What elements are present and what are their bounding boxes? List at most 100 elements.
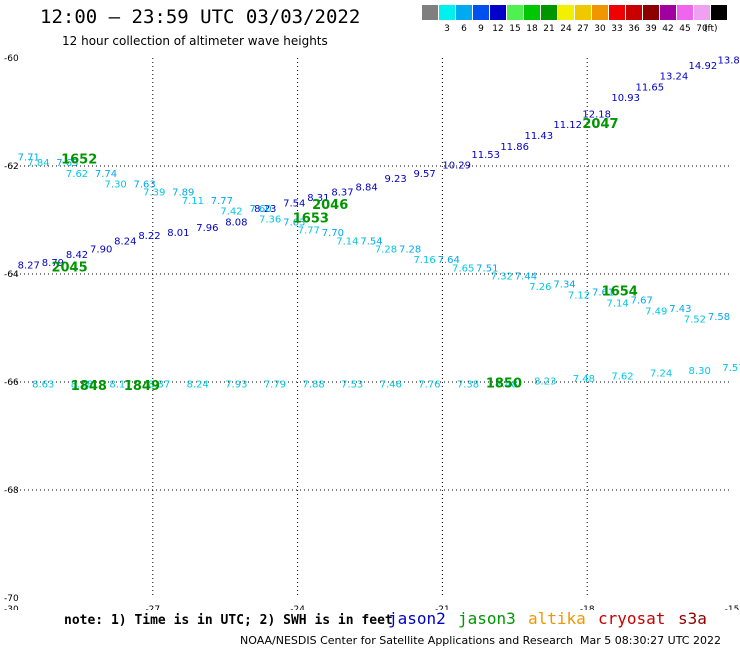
wave-height-value: 7.58 — [708, 312, 730, 323]
wave-height-value: 7.64 — [438, 255, 460, 266]
wave-height-value: 7.76 — [418, 379, 440, 390]
wave-height-value: 13.85 — [718, 55, 740, 66]
wave-height-value: 8.42 — [66, 250, 88, 261]
pass-time-label: 2047 — [582, 117, 618, 132]
legend-label-36: 36 — [628, 24, 640, 34]
altimeter-map: -30 -27 -24 -21 -18 -15 -60 -62 -64 -66 -68 -70 8.27… — [4, 54, 740, 610]
wave-height-value: 7.77 — [298, 226, 320, 237]
credit-text: NOAA/NESDIS Center for Satellite Applica… — [240, 634, 574, 647]
satellite-s3a: s3a — [678, 609, 707, 628]
legend-swatch-15 — [677, 5, 693, 20]
wave-height-value: 7.16 — [413, 255, 435, 266]
legend-swatch-3 — [473, 5, 489, 20]
legend-label-15: 15 — [509, 24, 521, 34]
legend-label-45: 45 — [679, 24, 691, 34]
pass-time-label: 1850 — [486, 376, 522, 391]
wave-height-value: 7.63 — [133, 180, 155, 191]
wave-height-value: 8.01 — [167, 228, 189, 239]
satellite-cryosat: cryosat — [598, 609, 666, 628]
wave-height-value: 7.36 — [259, 215, 281, 226]
legend-label-6: 6 — [461, 24, 467, 34]
wave-height-value: 7.79 — [264, 379, 286, 390]
footer-note: note: 1) Time is in UTC; 2) SWH is in fe… — [64, 613, 393, 628]
lat-tick-label: -66 — [4, 378, 19, 388]
lat-tick-label: -64 — [4, 270, 19, 280]
wave-height-value: 7.84 — [27, 158, 49, 169]
lat-tick-label: -60 — [4, 54, 19, 64]
wave-height-value: 8.79 — [42, 258, 64, 269]
wave-height-value: 7.43 — [669, 304, 691, 315]
wave-height-value: 7.53 — [341, 379, 363, 390]
wave-height-value: 13.24 — [660, 72, 689, 83]
wave-height-value: 8.27 — [18, 261, 40, 272]
lon-tick-label: -15 — [725, 605, 740, 610]
wave-height-value: 9.57 — [413, 169, 435, 180]
satellite-jason3: jason3 — [458, 609, 516, 628]
legend-swatch-14 — [660, 5, 676, 20]
legend-unit: (ft) — [704, 24, 718, 34]
wave-height-value: 7.14 — [607, 298, 629, 309]
wave-height-value: 7.70 — [322, 228, 344, 239]
legend-swatch-0 — [422, 5, 438, 20]
wave-height-value: 11.65 — [635, 82, 664, 93]
page-title: 12:00 – 23:59 UTC 03/03/2022 — [40, 6, 361, 28]
legend-label-18: 18 — [526, 24, 538, 34]
wave-height-value: 7.26 — [529, 282, 551, 293]
legend-swatch-10 — [592, 5, 608, 20]
legend-swatch-12 — [626, 5, 642, 20]
wave-height-value: 7.12 — [568, 290, 590, 301]
wave-height-value: 8.23 — [254, 204, 276, 215]
lon-tick-label: -30 — [4, 605, 19, 610]
legend-swatch-4 — [490, 5, 506, 20]
legend-swatch-1 — [439, 5, 455, 20]
wave-height-value: 7.57 — [722, 363, 740, 374]
pass-time-label: 1652 — [61, 152, 97, 167]
wave-height-value: 7.65 — [56, 158, 78, 169]
wave-height-value: 7.30 — [105, 180, 127, 191]
wave-height-value: 8.63 — [32, 379, 54, 390]
wave-height-value: 7.28 — [399, 244, 421, 255]
legend-label-70: 70 — [696, 24, 708, 34]
wave-height-value: 7.48 — [573, 374, 595, 385]
wave-height-value: 7.34 — [553, 280, 575, 291]
satellite-altika: altika — [528, 609, 586, 628]
wave-height-value: 7.42 — [220, 207, 242, 218]
wave-height-value: 7.48 — [495, 379, 517, 390]
legend-label-33: 33 — [611, 24, 623, 34]
wave-height-value: 7.62 — [611, 371, 633, 382]
wave-height-value: 7.51 — [476, 263, 498, 274]
wave-height-value: 10.29 — [442, 161, 471, 172]
wave-height-value: 10.93 — [611, 93, 640, 104]
wave-height-value: 8.23 — [534, 377, 556, 388]
pass-time-label: 2045 — [51, 260, 87, 275]
legend-swatch-6 — [524, 5, 540, 20]
lat-tick-label: -68 — [4, 486, 19, 496]
wave-height-value: 7.14 — [336, 236, 358, 247]
satellite-jason2: jason2 — [388, 609, 446, 628]
wave-height-value: 7.24 — [650, 369, 672, 380]
wave-height-value: 8.37 — [148, 379, 170, 390]
pass-time-label: 2046 — [312, 198, 348, 213]
wave-height-value: 8.17 — [109, 379, 131, 390]
legend-label-12: 12 — [492, 24, 504, 34]
wave-height-value: 7.11 — [182, 196, 204, 207]
wave-height-value: 7.77 — [211, 196, 233, 207]
wave-height-value: 7.49 — [645, 307, 667, 318]
legend-label-30: 30 — [594, 24, 606, 34]
lat-tick-label: -70 — [4, 594, 19, 604]
wave-height-value: 11.43 — [524, 131, 553, 142]
wave-height-value: 7.61 — [592, 288, 614, 299]
wave-height-value: 7.32 — [491, 271, 513, 282]
wave-height-value: 7.65 — [452, 263, 474, 274]
lon-tick-label: -24 — [290, 605, 305, 610]
pass-time-label: 1849 — [124, 379, 160, 394]
wave-height-value: 7.52 — [684, 315, 706, 326]
wave-height-value: 7.39 — [143, 188, 165, 199]
legend-swatch-11 — [609, 5, 625, 20]
lat-tick-label: -62 — [4, 162, 19, 172]
wave-height-value: 7.46 — [380, 379, 402, 390]
page-subtitle: 12 hour collection of altimeter wave hei… — [62, 34, 328, 48]
legend-swatch-5 — [507, 5, 523, 20]
wave-height-value: 7.60 — [249, 204, 271, 215]
legend-swatch-13 — [643, 5, 659, 20]
